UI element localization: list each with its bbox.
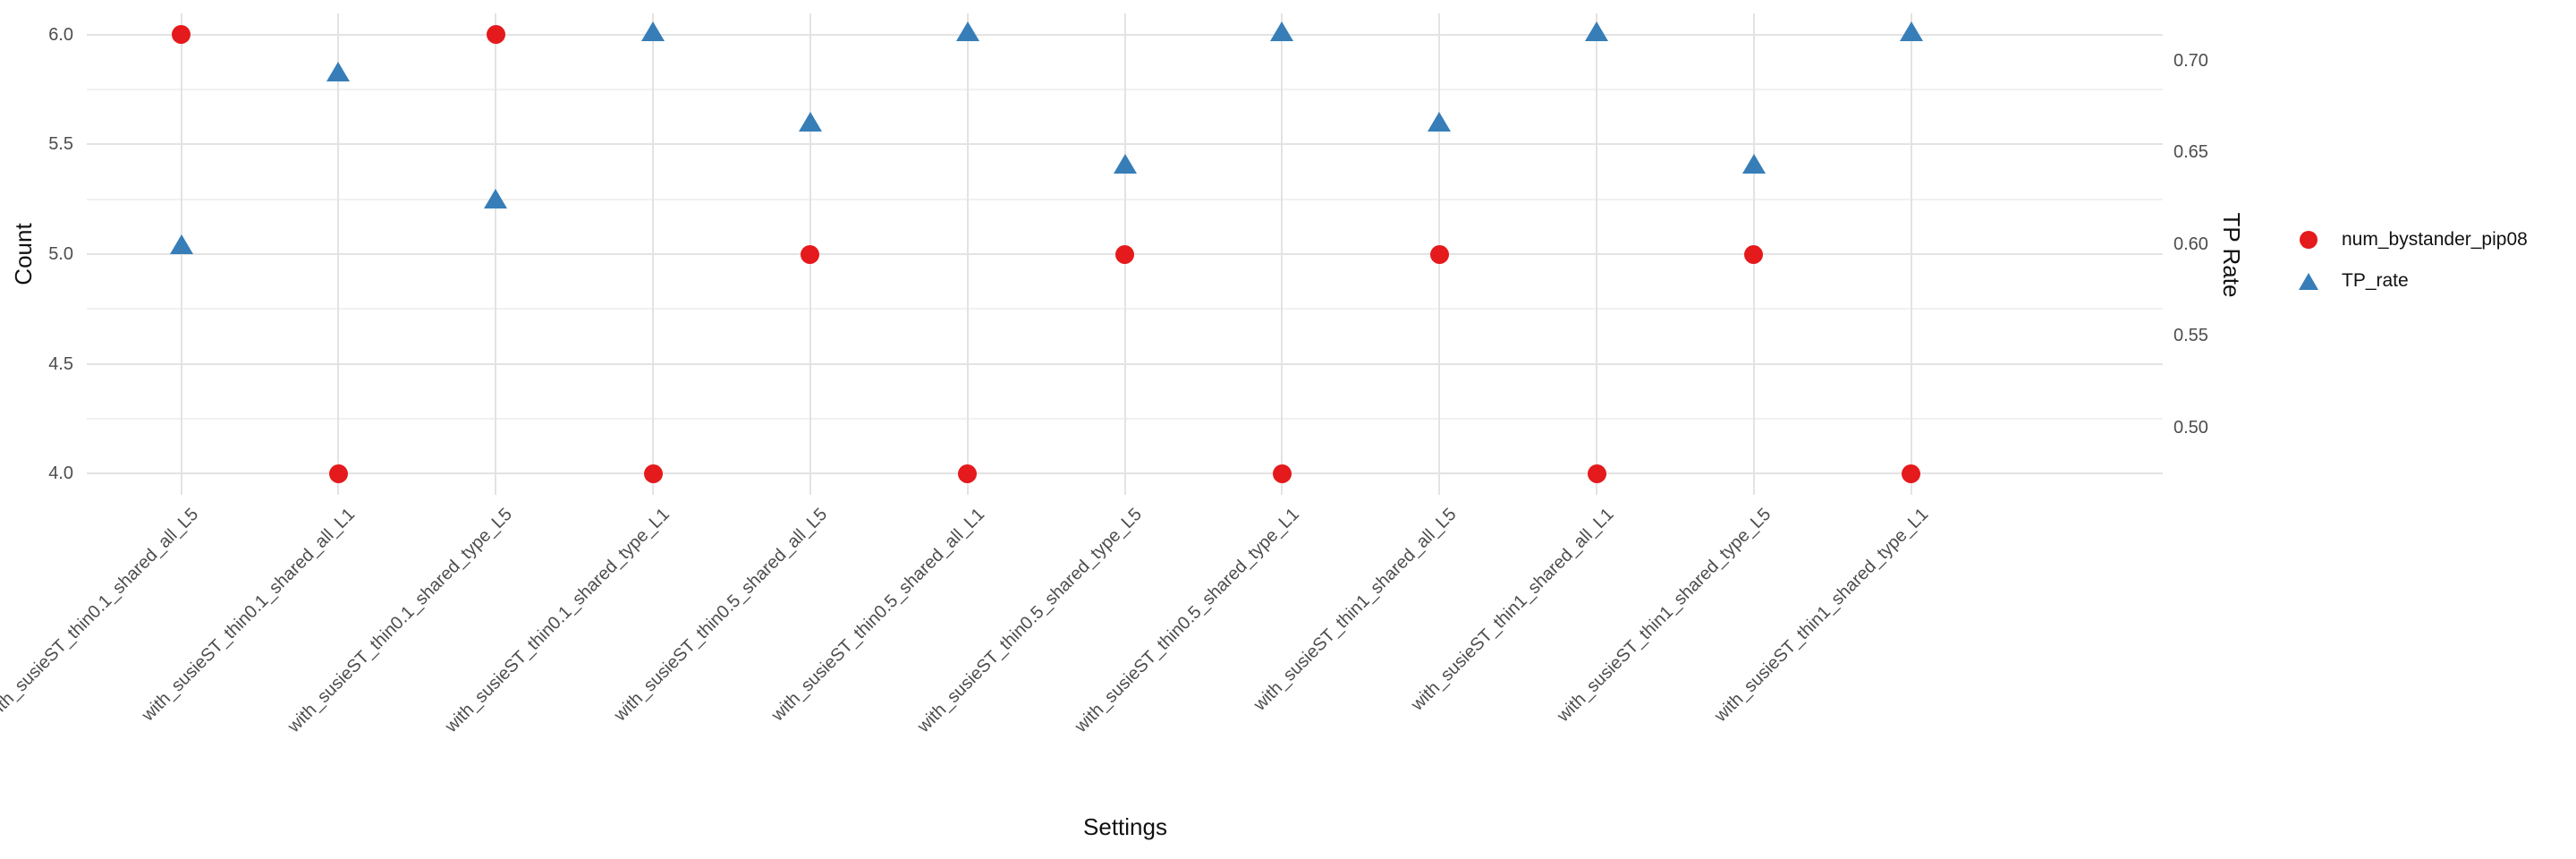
- data-point-num_bystander_pip08: [486, 25, 505, 45]
- data-point-num_bystander_pip08: [1429, 244, 1449, 264]
- vertical-gridline: [1123, 13, 1126, 495]
- data-point-TP_rate: [484, 188, 508, 208]
- legend: num_bystander_pip08 TP_rate: [2297, 219, 2528, 302]
- data-point-TP_rate: [1270, 21, 1294, 42]
- right-axis-title: TP Rate: [2218, 212, 2245, 298]
- minor-gridline: [87, 198, 2163, 200]
- major-gridline: [87, 472, 2163, 475]
- data-point-TP_rate: [955, 21, 979, 42]
- triangle-marker-icon: [2297, 272, 2320, 290]
- data-point-num_bystander_pip08: [801, 244, 820, 264]
- left-axis-tick-label: 4.0: [48, 464, 73, 484]
- data-point-num_bystander_pip08: [643, 464, 663, 483]
- vertical-gridline: [337, 13, 340, 495]
- left-axis-tick-label: 6.0: [48, 24, 73, 45]
- data-point-TP_rate: [169, 234, 193, 254]
- minor-gridline: [87, 89, 2163, 91]
- right-axis-tick-label: 0.70: [2174, 51, 2208, 72]
- vertical-gridline: [966, 13, 969, 495]
- legend-label: TP_rate: [2342, 270, 2409, 291]
- vertical-gridline: [1438, 13, 1441, 495]
- circle-marker-icon: [2297, 231, 2320, 249]
- data-point-TP_rate: [1741, 153, 1766, 174]
- vertical-gridline: [1910, 13, 1912, 495]
- right-axis-tick-label: 0.60: [2174, 234, 2208, 254]
- major-gridline: [87, 33, 2163, 36]
- vertical-gridline: [1596, 13, 1597, 495]
- data-point-num_bystander_pip08: [328, 464, 348, 483]
- data-point-TP_rate: [1113, 153, 1137, 174]
- minor-gridline: [87, 417, 2163, 420]
- data-point-TP_rate: [641, 21, 665, 42]
- minor-gridline: [87, 308, 2163, 310]
- data-point-TP_rate: [1585, 21, 1608, 42]
- data-point-num_bystander_pip08: [1744, 244, 1764, 264]
- legend-label: num_bystander_pip08: [2342, 229, 2528, 250]
- major-gridline: [87, 253, 2163, 255]
- data-point-TP_rate: [1428, 111, 1452, 132]
- data-point-num_bystander_pip08: [1902, 464, 1921, 483]
- data-point-num_bystander_pip08: [1587, 464, 1606, 483]
- right-axis-tick-label: 0.55: [2174, 326, 2208, 346]
- vertical-gridline: [1281, 13, 1284, 495]
- vertical-gridline: [1752, 13, 1755, 495]
- vertical-gridline: [495, 13, 497, 495]
- vertical-gridline: [180, 13, 182, 495]
- data-point-num_bystander_pip08: [1115, 244, 1134, 264]
- legend-entry-num-bystander: num_bystander_pip08: [2297, 219, 2528, 260]
- x-axis-title: Settings: [1083, 813, 1167, 840]
- data-point-num_bystander_pip08: [958, 464, 978, 483]
- vertical-gridline: [652, 13, 654, 495]
- data-point-num_bystander_pip08: [1272, 464, 1292, 483]
- data-point-TP_rate: [1899, 21, 1923, 42]
- data-point-num_bystander_pip08: [172, 25, 191, 45]
- left-axis-tick-label: 5.5: [48, 134, 73, 155]
- major-gridline: [87, 362, 2163, 365]
- legend-entry-tp-rate: TP_rate: [2297, 260, 2528, 302]
- right-axis-tick-label: 0.50: [2174, 417, 2208, 438]
- data-point-TP_rate: [326, 62, 351, 82]
- vertical-gridline: [809, 13, 811, 495]
- left-axis-tick-label: 5.0: [48, 244, 73, 264]
- major-gridline: [87, 143, 2163, 146]
- left-axis-tick-label: 4.5: [48, 353, 73, 374]
- data-point-TP_rate: [798, 111, 822, 132]
- right-axis-tick-label: 0.65: [2174, 142, 2208, 163]
